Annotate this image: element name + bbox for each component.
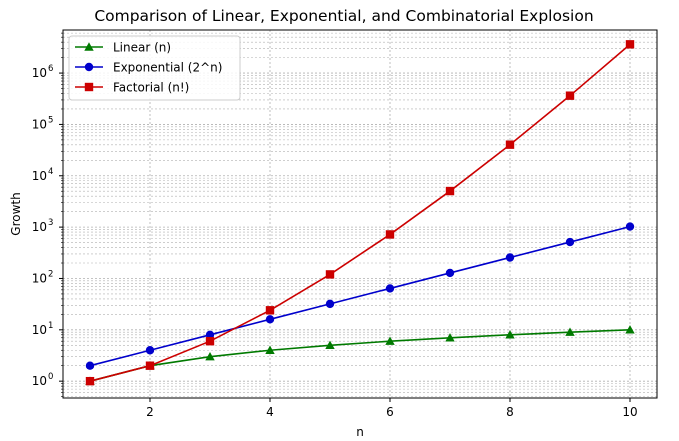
x-tick-label: 8 (506, 405, 514, 419)
circle-marker (505, 253, 515, 262)
chart-title: Comparison of Linear, Exponential, and C… (94, 7, 593, 25)
square-marker (625, 40, 635, 49)
square-marker (385, 230, 395, 239)
x-tick-label: 4 (266, 405, 274, 419)
legend-box (68, 35, 241, 101)
triangle-marker (445, 333, 455, 342)
series-line (89, 225, 631, 367)
y-tick-label: 10 (32, 271, 47, 285)
legend-label: Factorial (n!) (113, 81, 189, 95)
square-marker (205, 337, 215, 346)
circle-marker (145, 346, 155, 355)
series-triangle (85, 325, 635, 385)
triangle-marker (385, 336, 395, 345)
square-marker (505, 140, 515, 149)
legend-label: Exponential (2^n) (113, 61, 222, 75)
triangle-marker (325, 340, 335, 349)
triangle-marker (505, 330, 515, 339)
plot-frame (62, 29, 658, 399)
legend-item: Linear (n) (75, 41, 171, 55)
circle-marker (565, 237, 575, 247)
x-tick-label: 6 (386, 405, 394, 419)
series-square (85, 40, 635, 386)
y-tick-exponent: 1 (48, 321, 53, 331)
circle-marker (205, 330, 215, 339)
circle-marker (265, 315, 275, 324)
circle-marker (84, 62, 94, 72)
data-series (85, 40, 635, 386)
circle-marker (445, 268, 455, 278)
legend-item: Factorial (n!) (75, 81, 189, 95)
series-line (89, 329, 631, 382)
series-circle (85, 222, 635, 370)
y-tick-exponent: 3 (48, 218, 53, 228)
y-axis-label: Growth (9, 192, 23, 235)
square-marker (565, 91, 575, 100)
legend-item: Exponential (2^n) (75, 61, 222, 75)
triangle-marker (84, 42, 94, 51)
y-tick-exponent: 0 (48, 372, 53, 382)
y-tick-label: 10 (32, 374, 47, 388)
x-tick-label: 10 (622, 405, 637, 419)
x-axis-ticks: 2 4 6 8 10 (146, 398, 638, 419)
square-marker (145, 361, 155, 370)
y-tick-label: 10 (32, 66, 47, 80)
y-tick-exponent: 6 (48, 64, 53, 74)
circle-marker (325, 299, 335, 309)
circle-marker (625, 222, 635, 231)
triangle-marker (205, 351, 215, 361)
legend-label: Linear (n) (113, 41, 171, 55)
x-tick-label: 2 (146, 405, 154, 419)
y-tick-label: 10 (32, 323, 47, 337)
y-tick-label: 10 (32, 220, 47, 234)
square-marker (325, 270, 335, 279)
y-tick-exponent: 5 (48, 115, 53, 125)
legend: Linear (n) Exponential (2^n) Factorial (n!… (68, 35, 241, 101)
grid-lines (63, 30, 657, 398)
series-line (89, 43, 631, 382)
x-axis-label: n (356, 425, 364, 439)
square-marker (265, 306, 275, 315)
square-marker (84, 82, 94, 92)
y-tick-exponent: 4 (48, 167, 53, 177)
triangle-marker (265, 345, 275, 354)
circle-marker (85, 361, 95, 370)
square-marker (445, 186, 455, 196)
y-tick-label: 10 (32, 169, 47, 183)
triangle-marker (625, 325, 635, 334)
square-marker (85, 376, 95, 386)
triangle-marker (565, 327, 575, 336)
y-tick-label: 10 (32, 117, 47, 131)
circle-marker (385, 284, 395, 293)
y-tick-exponent: 2 (48, 269, 53, 279)
